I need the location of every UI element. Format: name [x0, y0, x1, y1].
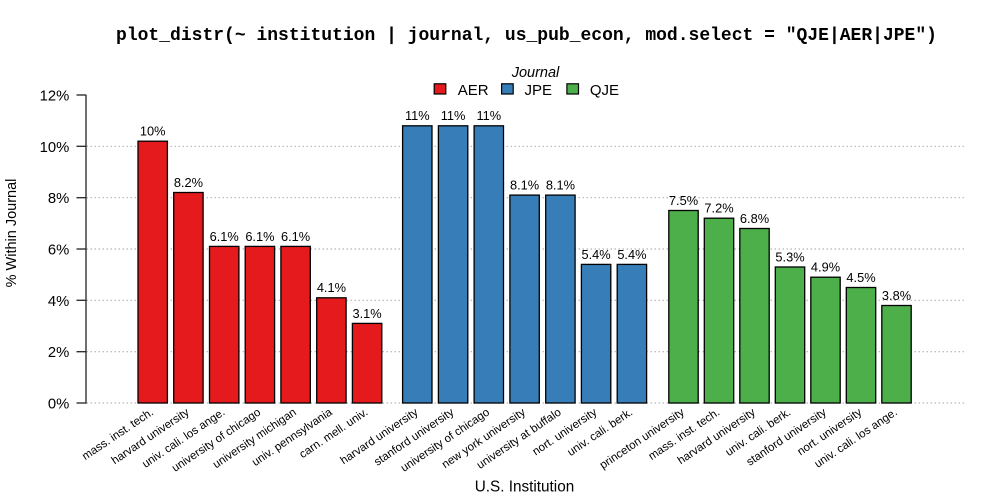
- svg-text:7.2%: 7.2%: [704, 201, 733, 216]
- svg-text:plot_distr(~ institution | jou: plot_distr(~ institution | journal, us_p…: [116, 26, 937, 46]
- svg-text:8.1%: 8.1%: [546, 178, 575, 193]
- svg-text:11%: 11%: [405, 108, 430, 123]
- svg-text:11%: 11%: [476, 108, 501, 123]
- svg-text:% Within Journal: % Within Journal: [4, 179, 20, 288]
- svg-text:6%: 6%: [48, 243, 69, 259]
- svg-text:Journal: Journal: [511, 65, 560, 81]
- svg-text:3.8%: 3.8%: [882, 288, 911, 303]
- svg-text:4.1%: 4.1%: [317, 280, 346, 295]
- svg-text:12%: 12%: [40, 89, 70, 105]
- svg-text:JPE: JPE: [525, 82, 553, 99]
- svg-text:4%: 4%: [48, 294, 69, 310]
- svg-text:4.5%: 4.5%: [846, 270, 875, 285]
- svg-text:2%: 2%: [48, 345, 69, 361]
- svg-text:8%: 8%: [48, 191, 69, 207]
- svg-text:8.1%: 8.1%: [510, 178, 539, 193]
- svg-text:6.1%: 6.1%: [245, 229, 274, 244]
- svg-text:7.5%: 7.5%: [669, 193, 698, 208]
- svg-text:AER: AER: [458, 82, 489, 99]
- svg-text:10%: 10%: [140, 124, 166, 139]
- svg-text:5.3%: 5.3%: [775, 249, 804, 264]
- svg-text:4.9%: 4.9%: [811, 260, 840, 275]
- svg-text:8.2%: 8.2%: [174, 175, 203, 190]
- svg-text:0%: 0%: [48, 397, 69, 413]
- svg-text:U.S. Institution: U.S. Institution: [475, 479, 574, 496]
- svg-text:10%: 10%: [40, 140, 70, 156]
- svg-text:6.1%: 6.1%: [281, 229, 310, 244]
- svg-text:QJE: QJE: [590, 82, 619, 99]
- svg-text:6.1%: 6.1%: [210, 229, 239, 244]
- svg-text:3.1%: 3.1%: [353, 306, 382, 321]
- svg-text:6.8%: 6.8%: [740, 211, 769, 226]
- svg-text:5.4%: 5.4%: [582, 247, 611, 262]
- svg-text:11%: 11%: [441, 108, 466, 123]
- svg-text:5.4%: 5.4%: [617, 247, 646, 262]
